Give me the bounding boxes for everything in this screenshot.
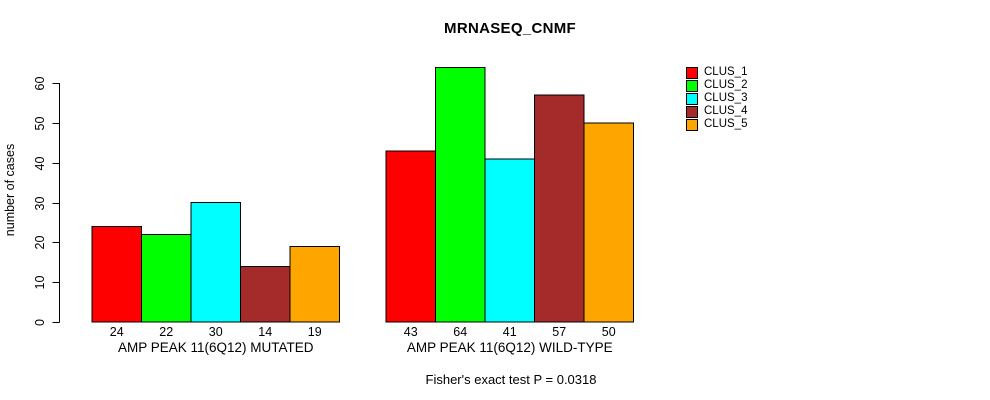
y-tick-label: 60 xyxy=(33,77,47,91)
legend-item: CLUS_3 xyxy=(686,92,747,105)
bar-value-label: 19 xyxy=(308,325,322,339)
chart-title: MRNASEQ_CNMF xyxy=(444,20,576,37)
bar-value-label: 57 xyxy=(552,325,566,339)
statistical-test-note: Fisher's exact test P = 0.0318 xyxy=(425,372,597,387)
bar-value-label: 64 xyxy=(453,325,467,339)
y-tick-label: 40 xyxy=(33,157,47,171)
bar-clus_3-group1 xyxy=(190,202,241,323)
y-tick-label: 0 xyxy=(33,319,47,326)
legend-swatch-clus_2 xyxy=(686,79,698,92)
bar-value-label: 50 xyxy=(602,325,616,339)
y-tick-label: 50 xyxy=(33,117,47,131)
bar-value-label: 43 xyxy=(404,325,418,339)
legend-label: CLUS_1 xyxy=(704,66,748,78)
legend-swatch-clus_5 xyxy=(686,118,698,131)
legend-item: CLUS_5 xyxy=(686,118,747,131)
legend-label: CLUS_2 xyxy=(704,79,748,91)
bar-value-label: 41 xyxy=(503,325,517,339)
bar-value-label: 24 xyxy=(110,325,124,339)
bar-clus_2-group2 xyxy=(435,66,486,323)
legend-swatch-clus_4 xyxy=(686,105,698,118)
bar-value-label: 14 xyxy=(258,325,272,339)
bar-clus_4-group2 xyxy=(534,94,585,323)
legend-swatch-clus_1 xyxy=(686,66,698,79)
y-tick-label: 30 xyxy=(33,197,47,211)
bar-clus_1-group2 xyxy=(385,150,436,323)
legend-label: CLUS_3 xyxy=(704,92,748,104)
legend-label: CLUS_4 xyxy=(704,105,748,117)
bar-value-label: 22 xyxy=(159,325,173,339)
legend-item: CLUS_1 xyxy=(686,66,747,79)
legend-item: CLUS_4 xyxy=(686,105,747,118)
bar-clus_3-group2 xyxy=(484,158,535,323)
bar-clus_4-group1 xyxy=(240,265,291,323)
legend: CLUS_1 CLUS_2 CLUS_3 CLUS_4 CLUS_5 xyxy=(686,66,747,131)
group-label: AMP PEAK 11(6Q12) WILD-TYPE xyxy=(407,340,613,355)
bar-clus_1-group1 xyxy=(91,225,142,323)
bar-clus_2-group1 xyxy=(141,233,192,323)
legend-label: CLUS_5 xyxy=(704,118,748,130)
legend-swatch-clus_3 xyxy=(686,92,698,105)
legend-item: CLUS_2 xyxy=(686,79,747,92)
bar-clus_5-group2 xyxy=(583,122,634,323)
y-tick-label: 20 xyxy=(33,236,47,250)
bar-value-label: 30 xyxy=(209,325,223,339)
group-label: AMP PEAK 11(6Q12) MUTATED xyxy=(118,340,314,355)
bar-clus_5-group1 xyxy=(289,245,340,323)
y-tick-label: 10 xyxy=(33,276,47,290)
